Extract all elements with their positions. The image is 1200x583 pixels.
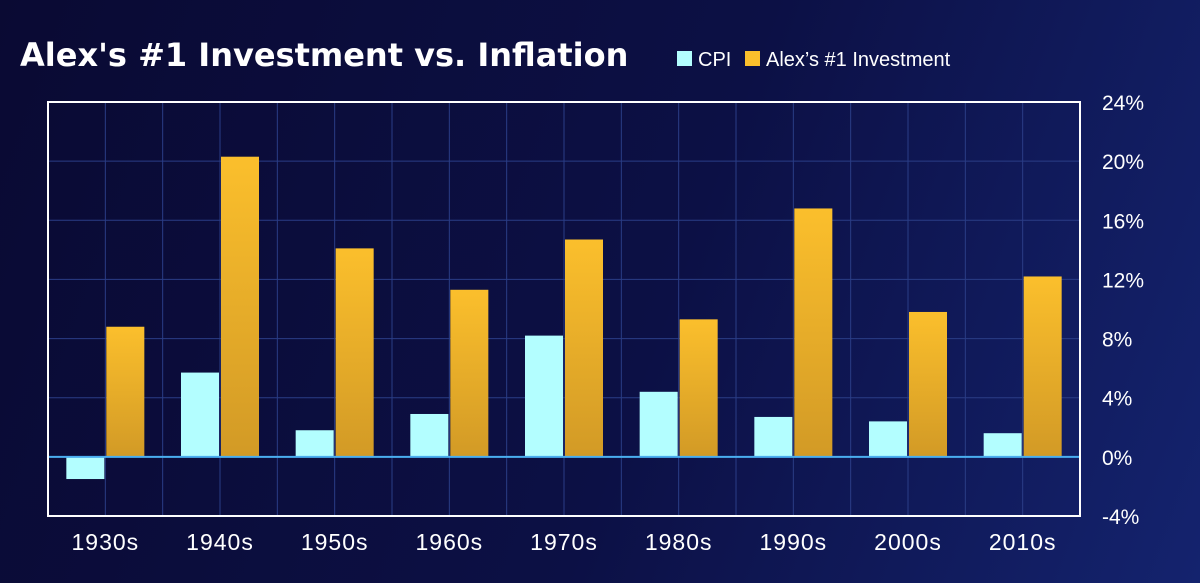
x-category-label: 2000s: [874, 529, 942, 555]
y-tick-label: -4%: [1102, 506, 1139, 529]
bar-investment-1940s: [221, 156, 259, 457]
x-category-label: 1970s: [530, 529, 598, 555]
y-tick-label: 24%: [1102, 92, 1144, 115]
bar-cpi-2010s: [983, 433, 1022, 457]
bar-cpi-2000s: [869, 421, 907, 457]
y-tick-label: 12%: [1102, 269, 1144, 292]
bar-investment-1930s: [106, 326, 145, 457]
x-category-label: 1940s: [186, 529, 254, 555]
bar-investment-2010s: [1023, 276, 1062, 457]
bar-cpi-1940s: [181, 372, 219, 457]
x-category-label: 1930s: [71, 529, 139, 555]
y-tick-label: 8%: [1102, 329, 1132, 352]
legend: CPI Alex’s #1 Investment: [677, 49, 951, 71]
x-category-label: 1950s: [301, 529, 369, 555]
plot-frame: [47, 101, 1081, 517]
x-category-label: 1980s: [645, 529, 713, 555]
bar-investment-2000s: [909, 311, 947, 457]
legend-label-cpi: CPI: [698, 49, 731, 71]
legend-label-investment: Alex’s #1 Investment: [766, 49, 951, 71]
bar-investment-1950s: [335, 248, 374, 457]
bar-cpi-1990s: [754, 416, 793, 457]
legend-swatch-investment: [745, 51, 760, 66]
bars: [66, 156, 1062, 480]
x-category-label: 1960s: [415, 529, 483, 555]
bar-investment-1970s: [565, 239, 603, 457]
x-category-label: 2010s: [989, 529, 1057, 555]
bar-investment-1980s: [679, 319, 718, 457]
y-axis-ticks: 24% 20% 16% 12% 8% 4% 0% -4%: [1102, 92, 1144, 529]
bar-cpi-1980s: [639, 391, 678, 457]
bar-investment-1960s: [450, 289, 489, 457]
y-tick-label: 20%: [1102, 151, 1144, 174]
y-tick-label: 0%: [1102, 447, 1132, 470]
bar-cpi-1960s: [410, 413, 449, 457]
chart-title: Alex's #1 Investment vs. Inflation: [20, 36, 628, 74]
gridlines: [48, 101, 1080, 517]
bar-cpi-1930s: [66, 456, 105, 480]
bar-cpi-1950s: [295, 430, 334, 457]
bar-cpi-1970s: [525, 335, 563, 457]
x-category-label: 1990s: [759, 529, 827, 555]
legend-swatch-cpi: [677, 51, 692, 66]
x-axis-categories: 1930s 1940s 1950s 1960s 1970s 1980s 1990s 2000s…: [71, 529, 1057, 555]
bar-investment-1990s: [794, 208, 833, 457]
y-tick-label: 4%: [1102, 388, 1132, 411]
y-tick-label: 16%: [1102, 210, 1144, 233]
